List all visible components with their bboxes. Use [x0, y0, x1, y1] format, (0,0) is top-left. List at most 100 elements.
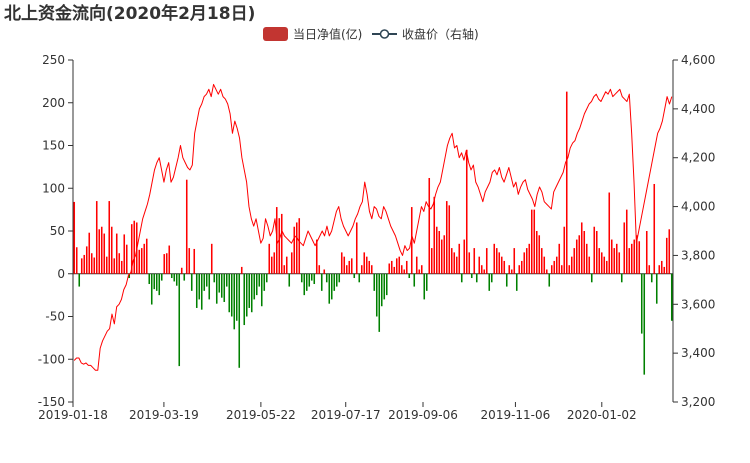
bar	[605, 260, 608, 274]
x-tick-label: 2019-05-22	[226, 408, 296, 422]
bar	[563, 226, 566, 274]
bar	[118, 253, 121, 274]
bar	[380, 273, 383, 307]
bar	[580, 222, 583, 274]
bar	[120, 260, 123, 274]
bar	[588, 256, 591, 274]
bar	[85, 246, 88, 274]
bar	[648, 265, 651, 274]
bar	[320, 273, 323, 291]
bar	[383, 273, 386, 300]
bar	[378, 273, 381, 332]
y-right-tick-label: 4,600	[681, 53, 715, 67]
chart-title: 北上资金流向(2020年2月18日)	[4, 3, 255, 24]
bar	[615, 243, 618, 274]
bar	[198, 273, 201, 300]
bar	[233, 273, 236, 330]
bar	[223, 273, 226, 302]
bar	[350, 258, 353, 274]
bar	[195, 273, 198, 308]
y-right-tick-label: 4,000	[681, 200, 715, 214]
bar	[245, 273, 248, 317]
y-left-tick-label: 150	[42, 139, 65, 153]
bar	[533, 209, 536, 274]
bar	[140, 248, 143, 274]
y-left-tick-label: 50	[50, 224, 65, 238]
bar	[365, 256, 368, 274]
bar	[185, 179, 188, 274]
bar	[80, 258, 83, 274]
bar	[608, 192, 611, 274]
bar	[163, 254, 166, 274]
bar	[505, 273, 508, 287]
bar	[425, 273, 428, 291]
bar	[468, 252, 471, 274]
legend-item-bar[interactable]: 当日净值(亿)	[263, 27, 362, 42]
bar	[430, 248, 433, 274]
bar	[593, 226, 596, 274]
bar	[315, 239, 318, 274]
bar	[503, 260, 506, 274]
bar	[418, 269, 421, 274]
bar	[655, 273, 658, 304]
bar	[375, 273, 378, 317]
bar	[370, 265, 373, 274]
bar	[610, 239, 613, 274]
bar	[618, 252, 621, 274]
bar	[305, 273, 308, 291]
bar	[590, 273, 593, 283]
bar	[293, 226, 296, 274]
bar	[500, 256, 503, 274]
bar	[220, 273, 223, 298]
y-right-tick-label: 4,200	[681, 151, 715, 165]
bar	[125, 244, 128, 274]
bar	[133, 220, 136, 274]
y-right-tick-label: 4,400	[681, 102, 715, 116]
bar	[318, 265, 321, 274]
bar	[623, 222, 626, 274]
bar	[440, 239, 443, 274]
bar	[165, 253, 168, 274]
bar	[620, 273, 623, 283]
bar	[193, 248, 196, 274]
legend-line-label: 收盘价（右轴)	[402, 27, 479, 42]
bar	[653, 183, 656, 274]
y-left-tick-label: -100	[38, 352, 65, 366]
y-left-tick-label: 100	[42, 181, 65, 195]
bar	[400, 265, 403, 274]
axes: -150 -100 -50 0 50 100 150 200 250 3,200 3,400 3,60…	[38, 53, 716, 422]
bar	[228, 273, 231, 313]
bar	[525, 248, 528, 274]
bar	[273, 252, 276, 274]
bar	[490, 273, 493, 283]
bar	[235, 273, 238, 321]
bar	[498, 252, 501, 274]
legend-item-line[interactable]: 收盘价（右轴)	[372, 27, 479, 42]
bar	[283, 265, 286, 274]
y-right-tick-label: 3,800	[681, 248, 715, 262]
bar	[210, 243, 213, 274]
bar	[393, 266, 396, 274]
bar	[543, 256, 546, 274]
bar	[453, 252, 456, 274]
bar	[155, 273, 158, 291]
bar	[668, 229, 671, 274]
bar	[150, 273, 153, 305]
bar	[205, 273, 208, 287]
bar	[358, 273, 361, 283]
bar	[113, 258, 116, 274]
bar	[353, 273, 356, 279]
bar	[285, 256, 288, 274]
bar	[475, 273, 478, 283]
bar	[108, 201, 111, 274]
bar	[493, 243, 496, 274]
bar	[385, 273, 388, 296]
y-right-tick-label: 3,600	[681, 297, 715, 311]
bar	[640, 273, 643, 334]
bar	[448, 205, 451, 274]
bar	[303, 273, 306, 296]
bar	[83, 254, 86, 274]
bar	[93, 257, 96, 274]
bar	[638, 241, 641, 274]
bar	[73, 201, 76, 274]
